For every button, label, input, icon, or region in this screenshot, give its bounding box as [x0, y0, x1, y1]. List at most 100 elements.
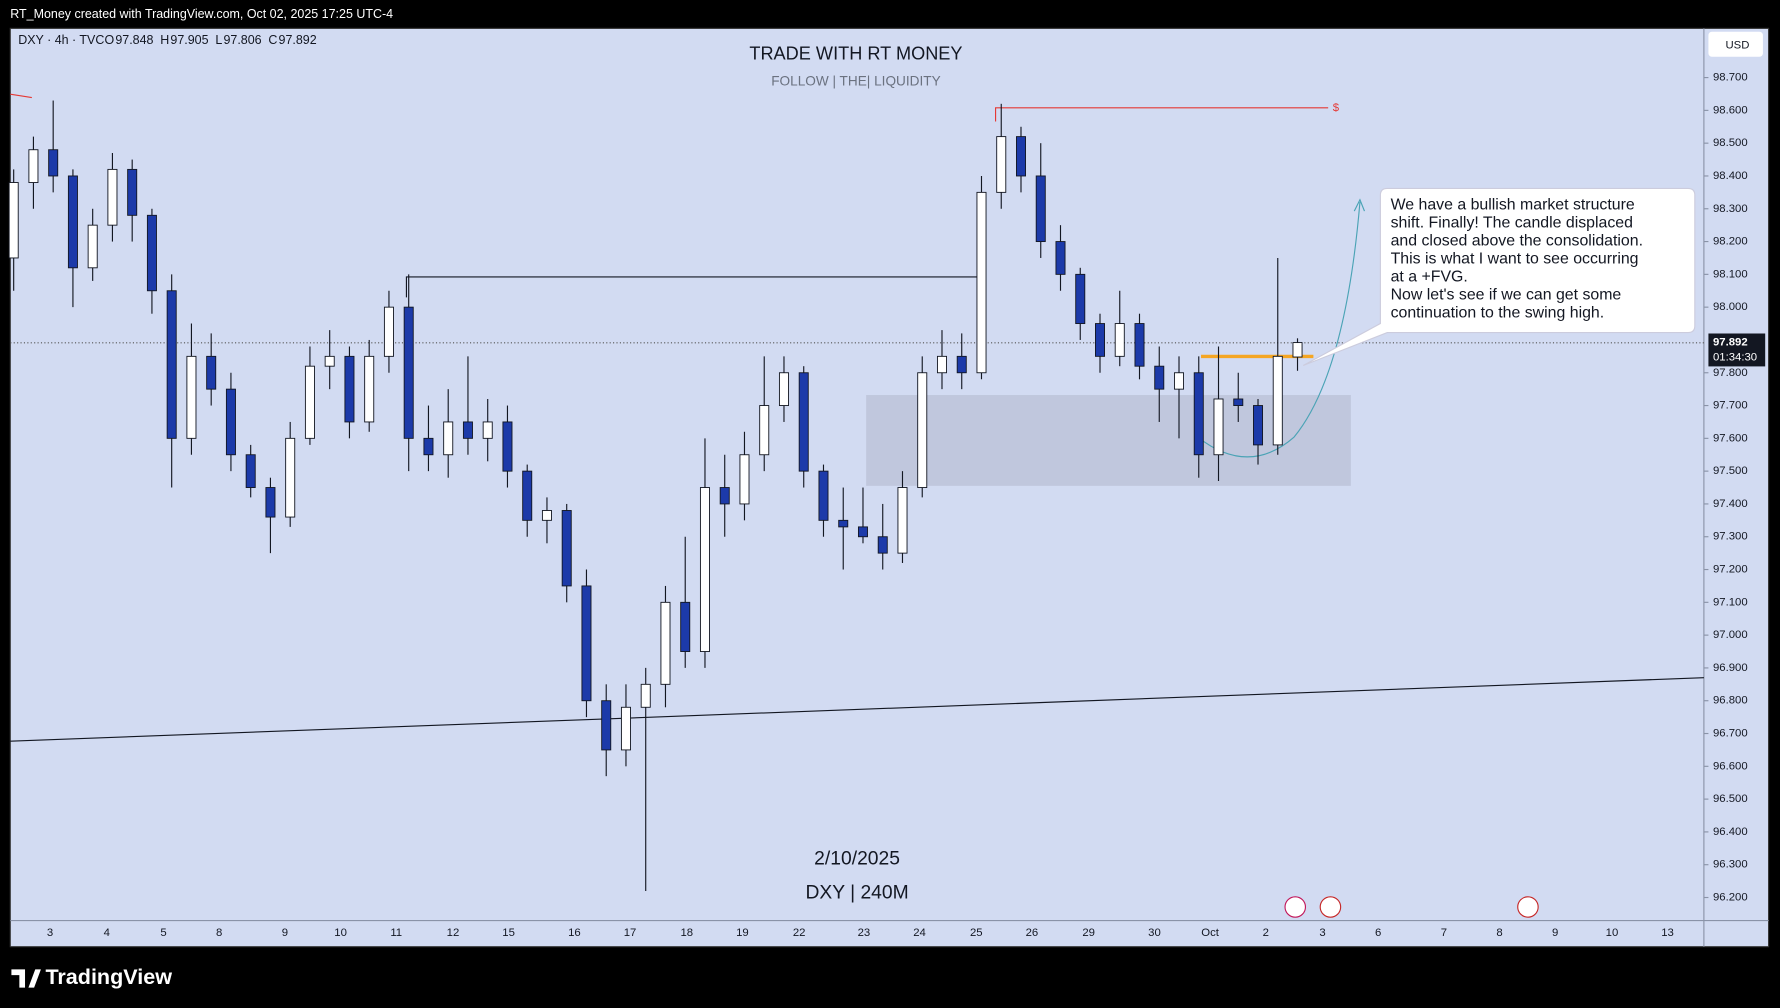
price-tag-value: 97.892 [1713, 337, 1748, 349]
callout-line: and closed above the consolidation. [1391, 233, 1643, 250]
candle-body [265, 487, 276, 518]
title: TRADE WITH RT MONEY [749, 43, 962, 63]
event-icon[interactable] [1284, 896, 1307, 918]
candle-body [67, 175, 78, 269]
projection-arrow [1197, 202, 1361, 458]
candle-body [719, 487, 730, 505]
candle-body [759, 405, 770, 456]
ohlc-label: C [268, 33, 277, 47]
x-tick-label: 29 [1082, 927, 1095, 939]
candle-body [482, 421, 493, 439]
candle-body [127, 168, 138, 216]
y-tick-label: 96.200 [1713, 892, 1748, 904]
y-tick-label: 97.500 [1713, 465, 1748, 477]
y-tick-label: 96.800 [1713, 695, 1748, 707]
candle-body [206, 355, 217, 390]
event-icon[interactable] [1319, 896, 1342, 918]
x-tick-label: 12 [447, 927, 460, 939]
x-tick-label: 3 [1319, 927, 1325, 939]
candle-body [680, 601, 691, 652]
candle-body [225, 388, 236, 456]
x-tick-label: 9 [282, 927, 288, 939]
x-tick-label: 6 [1375, 927, 1381, 939]
candle-body [285, 437, 296, 518]
y-tick-label: 96.400 [1713, 826, 1748, 838]
y-tick-label: 98.200 [1713, 236, 1748, 248]
callout-line: shift. Finally! The candle displaced [1391, 215, 1633, 232]
callout-line: We have a bullish market structure [1391, 197, 1635, 214]
candle-body [502, 421, 513, 472]
callout-line: Now let's see if we can get some [1391, 286, 1622, 303]
y-tick-label: 98.100 [1713, 268, 1748, 280]
candle-body [699, 487, 710, 652]
candle-body [324, 355, 335, 367]
plot-area [9, 27, 1770, 948]
x-tick-label: 8 [1496, 927, 1502, 939]
event-icon[interactable] [1517, 896, 1539, 918]
x-tick-label: Oct [1201, 927, 1219, 939]
x-tick-label: 24 [913, 927, 926, 939]
x-tick-label: 9 [1552, 927, 1558, 939]
candle-body [1292, 342, 1303, 358]
y-tick-label: 96.500 [1713, 793, 1748, 805]
x-tick-label: 5 [160, 927, 166, 939]
candle-body [443, 421, 454, 456]
candle-body [423, 437, 434, 456]
ohlc-value: 97.806 [223, 33, 261, 47]
ohlc-label: O [104, 33, 114, 47]
candle-body [976, 191, 987, 374]
candle-body [1272, 355, 1283, 446]
x-tick-label: 17 [624, 927, 637, 939]
candle-body [28, 149, 39, 183]
credit: RT_Money created with TradingView.com, O… [10, 7, 393, 21]
callout-line: at a +FVG. [1391, 268, 1468, 285]
y-tick-label: 98.500 [1713, 137, 1748, 149]
callout-line: This is what I want to see occurring [1391, 250, 1639, 267]
candle-body [1055, 241, 1066, 275]
candle-body [581, 585, 592, 702]
candle-body [1114, 323, 1125, 357]
candle-body [344, 355, 355, 423]
y-tick-label: 96.900 [1713, 662, 1748, 674]
fvg-zone [866, 395, 1351, 486]
currency[interactable]: USD [1725, 39, 1749, 51]
candle-body [561, 510, 572, 587]
candle-body [166, 290, 177, 439]
x-tick-label: 30 [1148, 927, 1161, 939]
x-tick-label: 11 [390, 927, 402, 939]
candle-body [917, 372, 928, 488]
candle-body [1075, 273, 1086, 325]
currency-box[interactable] [1708, 31, 1763, 57]
y-tick-label: 96.600 [1713, 760, 1748, 772]
candle-body [48, 149, 59, 177]
trend-line [10, 677, 1704, 742]
candle-body [838, 519, 849, 528]
candle-body [1193, 372, 1204, 456]
candle-body [87, 224, 98, 269]
y-tick-label: 97.300 [1713, 531, 1748, 543]
candle-body [1154, 365, 1165, 390]
candle-body [996, 136, 1007, 193]
callout-box [1302, 187, 1696, 367]
x-tick-label: 7 [1441, 927, 1447, 939]
y-tick-label: 98.600 [1713, 104, 1748, 116]
candle-body [1035, 175, 1046, 243]
x-tick-label: 10 [1606, 927, 1619, 939]
candle-body [956, 355, 967, 374]
ohlc-label: H [160, 33, 169, 47]
candle-body [1213, 398, 1224, 456]
x-tick-label: 16 [568, 927, 581, 939]
candle-body [778, 372, 789, 407]
candle-body [245, 454, 256, 488]
ohlc-label: L [215, 33, 222, 47]
y-tick-label: 97.800 [1713, 367, 1748, 379]
annotation: DXY | 240M [805, 882, 908, 903]
ohlc-value: 97.905 [170, 33, 208, 47]
y-tick-label: 98.400 [1713, 170, 1748, 182]
x-tick-label: 15 [502, 927, 515, 939]
x-tick-label: 3 [47, 927, 53, 939]
candle-body [146, 214, 157, 292]
price-tag [1708, 333, 1766, 367]
candle-body [857, 526, 868, 538]
